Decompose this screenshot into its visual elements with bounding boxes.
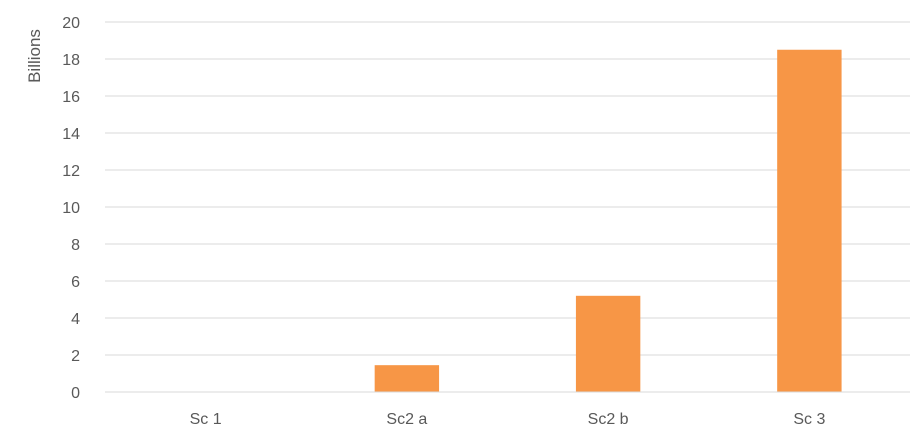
- y-tick-label: 12: [62, 163, 80, 180]
- y-tick-label: 20: [62, 15, 80, 32]
- bar-sc-3: [777, 49, 842, 392]
- x-tick-label: Sc2 a: [386, 411, 427, 428]
- y-tick-label: 6: [71, 274, 80, 291]
- y-tick-label: 10: [62, 200, 80, 217]
- x-tick-label: Sc2 b: [588, 411, 629, 428]
- y-tick-label: 0: [71, 385, 80, 402]
- x-tick-label: Sc 1: [190, 411, 222, 428]
- gridlines: [105, 21, 910, 356]
- x-tick-labels: Sc 1 Sc2 a Sc2 b Sc 3: [190, 411, 826, 428]
- y-tick-labels: 0 2 4 6 8 10 12 14 16 18 20: [62, 15, 80, 402]
- bar-sc2-a: [374, 365, 440, 392]
- y-tick-label: 2: [71, 348, 80, 365]
- y-tick-label: 16: [62, 89, 80, 106]
- bars: [374, 49, 842, 392]
- y-tick-label: 18: [62, 52, 80, 69]
- x-tick-label: Sc 3: [793, 411, 825, 428]
- y-tick-label: 4: [71, 311, 80, 328]
- y-axis-title: Billions: [25, 29, 44, 83]
- y-tick-label: 8: [71, 237, 80, 254]
- bar-sc2-b: [575, 295, 641, 392]
- y-tick-label: 14: [62, 126, 80, 143]
